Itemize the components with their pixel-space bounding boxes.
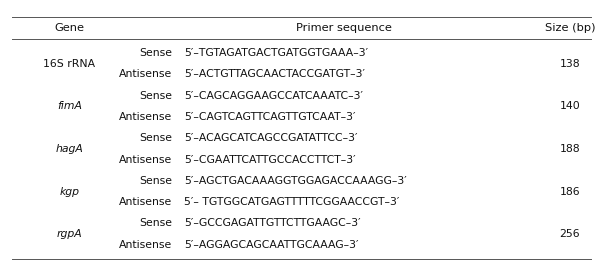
Text: 5′–CGAATTCATTGCCACCTTCT–3′: 5′–CGAATTCATTGCCACCTTCT–3′ [184,155,356,165]
Text: hagA: hagA [55,144,83,154]
Text: 256: 256 [560,229,580,239]
Text: Primer sequence: Primer sequence [296,23,391,33]
Text: 188: 188 [560,144,580,154]
Text: 5′–ACAGCATCAGCCGATATTCC–3′: 5′–ACAGCATCAGCCGATATTCC–3′ [184,133,358,143]
Text: Sense: Sense [139,48,172,58]
Text: 5′–TGTAGATGACTGATGGTGAAA–3′: 5′–TGTAGATGACTGATGGTGAAA–3′ [184,48,368,58]
Text: 5′–CAGTCAGTTCAGTTGTCAAT–3′: 5′–CAGTCAGTTCAGTTGTCAAT–3′ [184,112,355,122]
Text: 5′–ACTGTTAGCAACTACCGATGT–3′: 5′–ACTGTTAGCAACTACCGATGT–3′ [184,69,365,80]
Text: Sense: Sense [139,218,172,228]
Text: Sense: Sense [139,176,172,186]
Text: 5′–AGCTGACAAAGGTGGAGACCAAAGG–3′: 5′–AGCTGACAAAGGTGGAGACCAAAGG–3′ [184,176,406,186]
Text: 5′–CAGCAGGAAGCCATCAAATC–3′: 5′–CAGCAGGAAGCCATCAAATC–3′ [184,91,363,101]
Text: 5′– TGTGGCATGAGTTTTTCGGAACCGT–3′: 5′– TGTGGCATGAGTTTTTCGGAACCGT–3′ [184,197,399,207]
Text: Gene: Gene [54,23,84,33]
Text: Sense: Sense [139,91,172,101]
Text: Antisense: Antisense [119,112,172,122]
Text: rgpA: rgpA [57,229,82,239]
Text: Antisense: Antisense [119,69,172,80]
Text: kgp: kgp [59,186,80,197]
Text: Antisense: Antisense [119,197,172,207]
Text: 16S rRNA: 16S rRNA [43,59,95,69]
Text: 138: 138 [560,59,580,69]
Text: Antisense: Antisense [119,240,172,250]
Text: fimA: fimA [57,101,82,111]
Text: Size (bp): Size (bp) [545,23,595,33]
Text: 5′–AGGAGCAGCAATTGCAAAG–3′: 5′–AGGAGCAGCAATTGCAAAG–3′ [184,240,358,250]
Text: 140: 140 [560,101,580,111]
Text: 186: 186 [560,186,580,197]
Text: 5′–GCCGAGATTGTTCTTGAAGC–3′: 5′–GCCGAGATTGTTCTTGAAGC–3′ [184,218,361,228]
Text: Antisense: Antisense [119,155,172,165]
Text: Sense: Sense [139,133,172,143]
